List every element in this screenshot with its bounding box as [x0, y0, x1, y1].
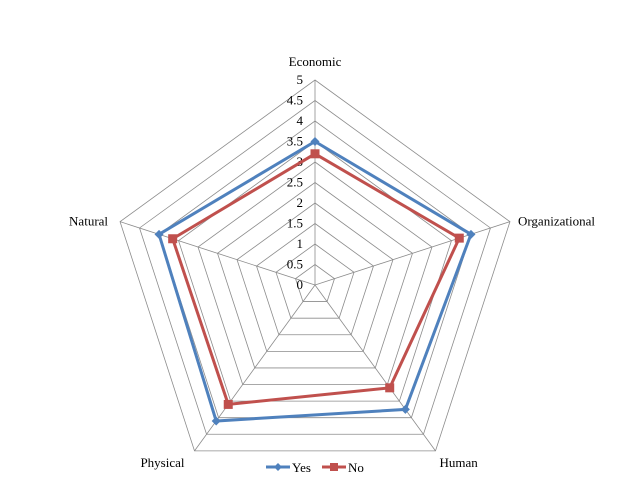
tick-label: 4.5	[287, 93, 303, 108]
tick-label: 0.5	[287, 257, 303, 272]
grid-ring	[197, 161, 433, 385]
category-label-economic: Economic	[289, 54, 342, 69]
grid-ring	[236, 202, 394, 352]
series-line-no	[170, 152, 462, 407]
grid-ring	[158, 120, 472, 419]
grid-ring	[178, 141, 452, 402]
legend-label-yes: Yes	[292, 460, 311, 475]
legend-label-no: No	[348, 460, 364, 475]
square-marker	[168, 234, 178, 244]
tick-label: 0	[297, 277, 304, 292]
tick-label: 2.5	[287, 175, 303, 190]
diamond-marker	[400, 404, 410, 414]
square-marker	[454, 233, 464, 243]
tick-label: 1.5	[287, 216, 303, 231]
square-marker	[330, 463, 338, 471]
axis-spoke	[314, 284, 436, 452]
axis-spoke	[119, 221, 316, 286]
grid-ring	[119, 79, 511, 452]
grid-ring	[139, 100, 491, 435]
tick-label: 5	[297, 72, 304, 87]
category-label-human: Human	[439, 455, 478, 470]
radial-tick-labels: 00.511.522.533.544.55	[287, 72, 304, 292]
grid-ring	[275, 243, 355, 319]
category-label-organizational: Organizational	[518, 214, 595, 229]
grid-ring	[256, 223, 374, 336]
tick-label: 2	[297, 195, 304, 210]
square-marker	[223, 399, 233, 409]
square-marker	[385, 383, 395, 393]
series-line-yes	[157, 139, 473, 423]
diamond-marker	[466, 229, 476, 239]
category-label-natural: Natural	[69, 214, 108, 229]
square-marker	[310, 149, 320, 159]
data-series	[154, 137, 476, 426]
diamond-marker	[211, 416, 221, 426]
diamond-marker	[154, 229, 164, 239]
legend: Yes No	[266, 460, 364, 475]
tick-label: 1	[297, 236, 304, 251]
grid-ring	[217, 182, 413, 369]
axis-spoke	[314, 221, 511, 286]
tick-label: 3.5	[287, 134, 303, 149]
category-labels: Economic Organizational Human Physical Natur…	[69, 54, 595, 470]
category-label-physical: Physical	[140, 455, 184, 470]
diamond-marker	[274, 463, 282, 471]
tick-label: 4	[297, 113, 304, 128]
grid-ring	[295, 264, 335, 302]
diamond-marker	[310, 137, 320, 146]
